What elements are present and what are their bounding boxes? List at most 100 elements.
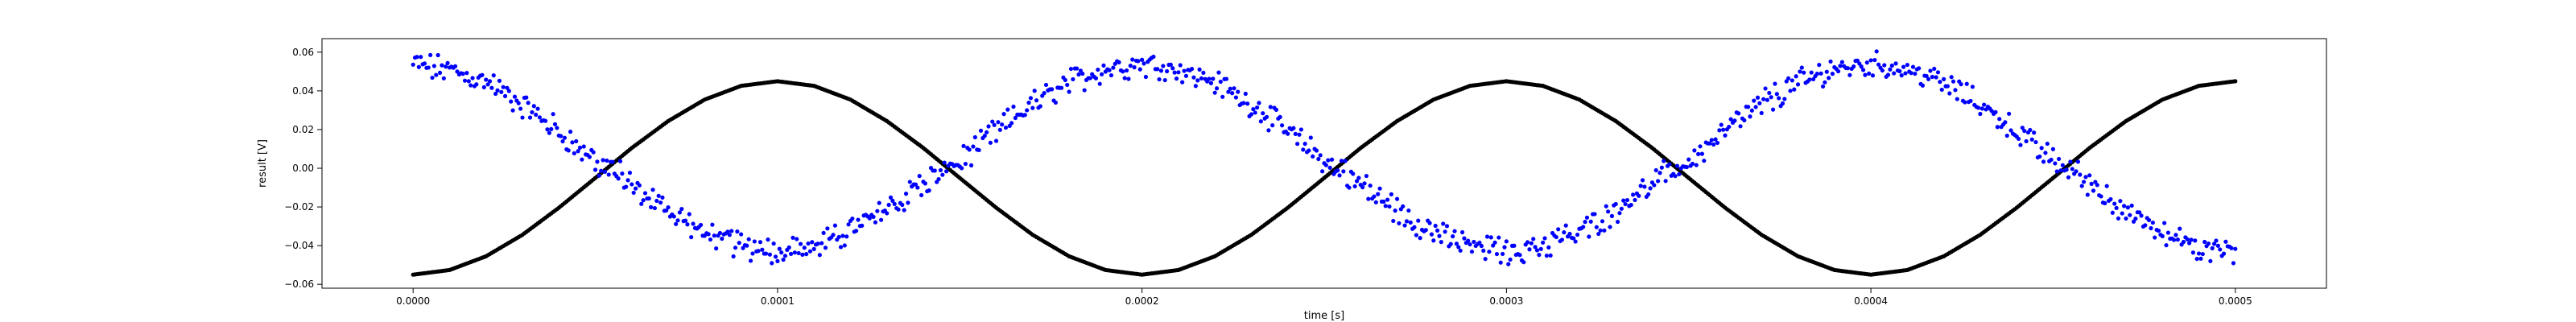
data-point xyxy=(2053,161,2058,166)
data-point xyxy=(1982,102,1987,107)
data-point xyxy=(1178,63,1183,68)
data-point xyxy=(2032,130,2037,135)
data-point xyxy=(1788,89,1793,93)
data-point xyxy=(1828,59,1833,64)
data-point xyxy=(1327,165,1332,170)
data-point xyxy=(825,226,830,231)
y-tick-label: 0.02 xyxy=(292,124,314,135)
data-point xyxy=(938,167,943,173)
data-point xyxy=(1431,238,1436,243)
data-point xyxy=(2221,251,2227,256)
data-point xyxy=(592,167,598,172)
data-point xyxy=(1934,75,1938,80)
data-point xyxy=(1354,179,1360,184)
data-point xyxy=(1930,74,1934,80)
data-point xyxy=(1459,229,1465,235)
data-point xyxy=(516,101,521,105)
data-point xyxy=(1761,97,1766,101)
data-point xyxy=(1224,76,1229,81)
data-point xyxy=(1216,70,1221,75)
data-point xyxy=(1932,66,1937,72)
data-point xyxy=(791,235,795,240)
data-point xyxy=(576,149,580,154)
data-point xyxy=(436,52,440,58)
data-point xyxy=(1600,219,1605,224)
data-point xyxy=(464,71,469,76)
data-point xyxy=(917,174,922,179)
data-point xyxy=(530,109,535,115)
data-point xyxy=(2206,241,2211,246)
data-point xyxy=(1642,184,1647,189)
data-point xyxy=(1032,89,1037,93)
data-point xyxy=(1444,224,1450,229)
data-point xyxy=(431,64,436,68)
data-point xyxy=(631,190,636,196)
data-point xyxy=(1667,162,1672,167)
data-point xyxy=(2039,146,2044,151)
data-point xyxy=(1613,201,1618,207)
x-tick-label: 0.0000 xyxy=(396,295,430,307)
data-point xyxy=(1132,65,1137,70)
data-point xyxy=(807,249,813,254)
data-point xyxy=(1868,58,1873,63)
data-point xyxy=(1201,70,1206,76)
data-point xyxy=(792,250,797,255)
data-point xyxy=(2070,167,2074,171)
data-point xyxy=(972,134,977,140)
data-point xyxy=(2049,157,2054,163)
data-point xyxy=(1763,86,1768,91)
data-point xyxy=(1910,64,1916,69)
data-point xyxy=(1584,215,1590,220)
data-point xyxy=(1182,68,1187,73)
data-point xyxy=(1088,76,1092,80)
data-point xyxy=(1462,236,1467,241)
data-point xyxy=(502,93,508,98)
data-point xyxy=(1038,104,1042,109)
data-point xyxy=(1001,112,1006,117)
data-point xyxy=(960,166,964,171)
data-point xyxy=(739,232,744,237)
data-point xyxy=(1101,63,1106,68)
data-point xyxy=(817,253,822,258)
data-point xyxy=(430,75,435,80)
data-point xyxy=(445,60,450,65)
data-point xyxy=(1794,74,1798,79)
data-point xyxy=(1721,127,1726,132)
data-point xyxy=(1867,71,1872,76)
data-point xyxy=(656,193,661,198)
data-point xyxy=(1888,67,1893,72)
data-point xyxy=(497,78,502,83)
data-point xyxy=(1698,144,1703,149)
data-point xyxy=(1617,211,1622,216)
data-point xyxy=(860,223,865,228)
data-point xyxy=(1955,97,1959,101)
data-point xyxy=(510,108,515,113)
data-point xyxy=(570,140,575,145)
data-point xyxy=(1567,231,1572,237)
data-point xyxy=(1220,94,1225,99)
data-point xyxy=(1571,236,1576,241)
data-point xyxy=(1939,87,1944,93)
y-tick-label: 0.06 xyxy=(292,47,314,58)
data-point xyxy=(1624,197,1630,203)
data-point xyxy=(1598,228,1603,233)
data-point xyxy=(840,233,845,238)
data-point xyxy=(2214,238,2219,243)
data-point xyxy=(1472,239,1476,245)
data-point xyxy=(752,239,757,244)
data-point xyxy=(2150,220,2155,225)
data-point xyxy=(1604,204,1608,208)
data-point xyxy=(1157,76,1162,82)
data-point xyxy=(1953,88,1958,93)
data-point xyxy=(1562,230,1567,235)
x-axis-ticks: 0.0000 0.0001 0.0002 0.0003 0.0004 0.0005 xyxy=(396,288,2252,307)
data-point xyxy=(735,229,740,234)
data-point xyxy=(1652,183,1657,188)
data-point xyxy=(731,254,736,259)
data-point xyxy=(1174,76,1179,81)
data-point xyxy=(1494,251,1500,257)
data-point xyxy=(537,115,543,120)
data-point xyxy=(1830,72,1835,76)
data-point xyxy=(967,147,972,152)
data-point xyxy=(1909,71,1913,76)
